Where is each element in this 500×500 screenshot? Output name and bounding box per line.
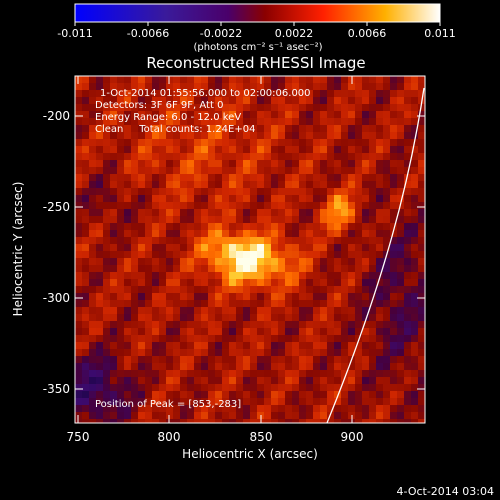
y-axis-ticks — [75, 115, 425, 390]
y-tick-label: -250 — [43, 200, 70, 214]
y-axis-label: Heliocentric Y (arcsec) — [11, 182, 25, 317]
colorbar — [74, 3, 441, 23]
rhessi-image — [75, 76, 425, 424]
x-tick-label: 800 — [158, 430, 181, 444]
colorbar-tick-label: -0.011 — [57, 27, 92, 40]
x-tick-label: 750 — [67, 430, 90, 444]
peak-position-annotation: Position of Peak = [853,-283] — [95, 399, 241, 410]
y-tick-label: -300 — [43, 291, 70, 305]
x-axis-label: Heliocentric X (arcsec) — [182, 447, 318, 461]
colorbar-tick-label: -0.0022 — [200, 27, 242, 40]
colorbar-ticks — [74, 22, 441, 26]
emission-map — [75, 76, 425, 423]
time-range-annotation: 1-Oct-2014 01:55:56.000 to 02:00:06.000 — [100, 88, 311, 99]
footer-date: 4-Oct-2014 03:04 — [397, 485, 494, 498]
colorbar-tick-label: 0.0022 — [275, 27, 314, 40]
y-tick-label: -200 — [43, 109, 70, 123]
y-tick-label: -350 — [43, 382, 70, 396]
colorbar-tick-label: -0.0066 — [127, 27, 169, 40]
x-tick-label: 850 — [250, 430, 273, 444]
plot-frame — [74, 75, 426, 424]
clean-counts-annotation: Clean Total counts: 1.24E+04 — [95, 124, 255, 135]
energy-range-annotation: Energy Range: 6.0 - 12.0 keV — [95, 112, 241, 123]
solar-limb — [326, 87, 425, 424]
colorbar-tick-label: 0.011 — [424, 27, 456, 40]
colorbar-unit-label: (photons cm⁻² s⁻¹ asec⁻²) — [193, 42, 322, 53]
colorbar-tick-label: 0.0066 — [348, 27, 387, 40]
plot-title: Reconstructed RHESSI Image — [146, 54, 365, 72]
x-axis-ticks — [77, 76, 353, 423]
x-tick-label: 900 — [341, 430, 364, 444]
detectors-annotation: Detectors: 3F 6F 9F, Att 0 — [95, 100, 223, 111]
